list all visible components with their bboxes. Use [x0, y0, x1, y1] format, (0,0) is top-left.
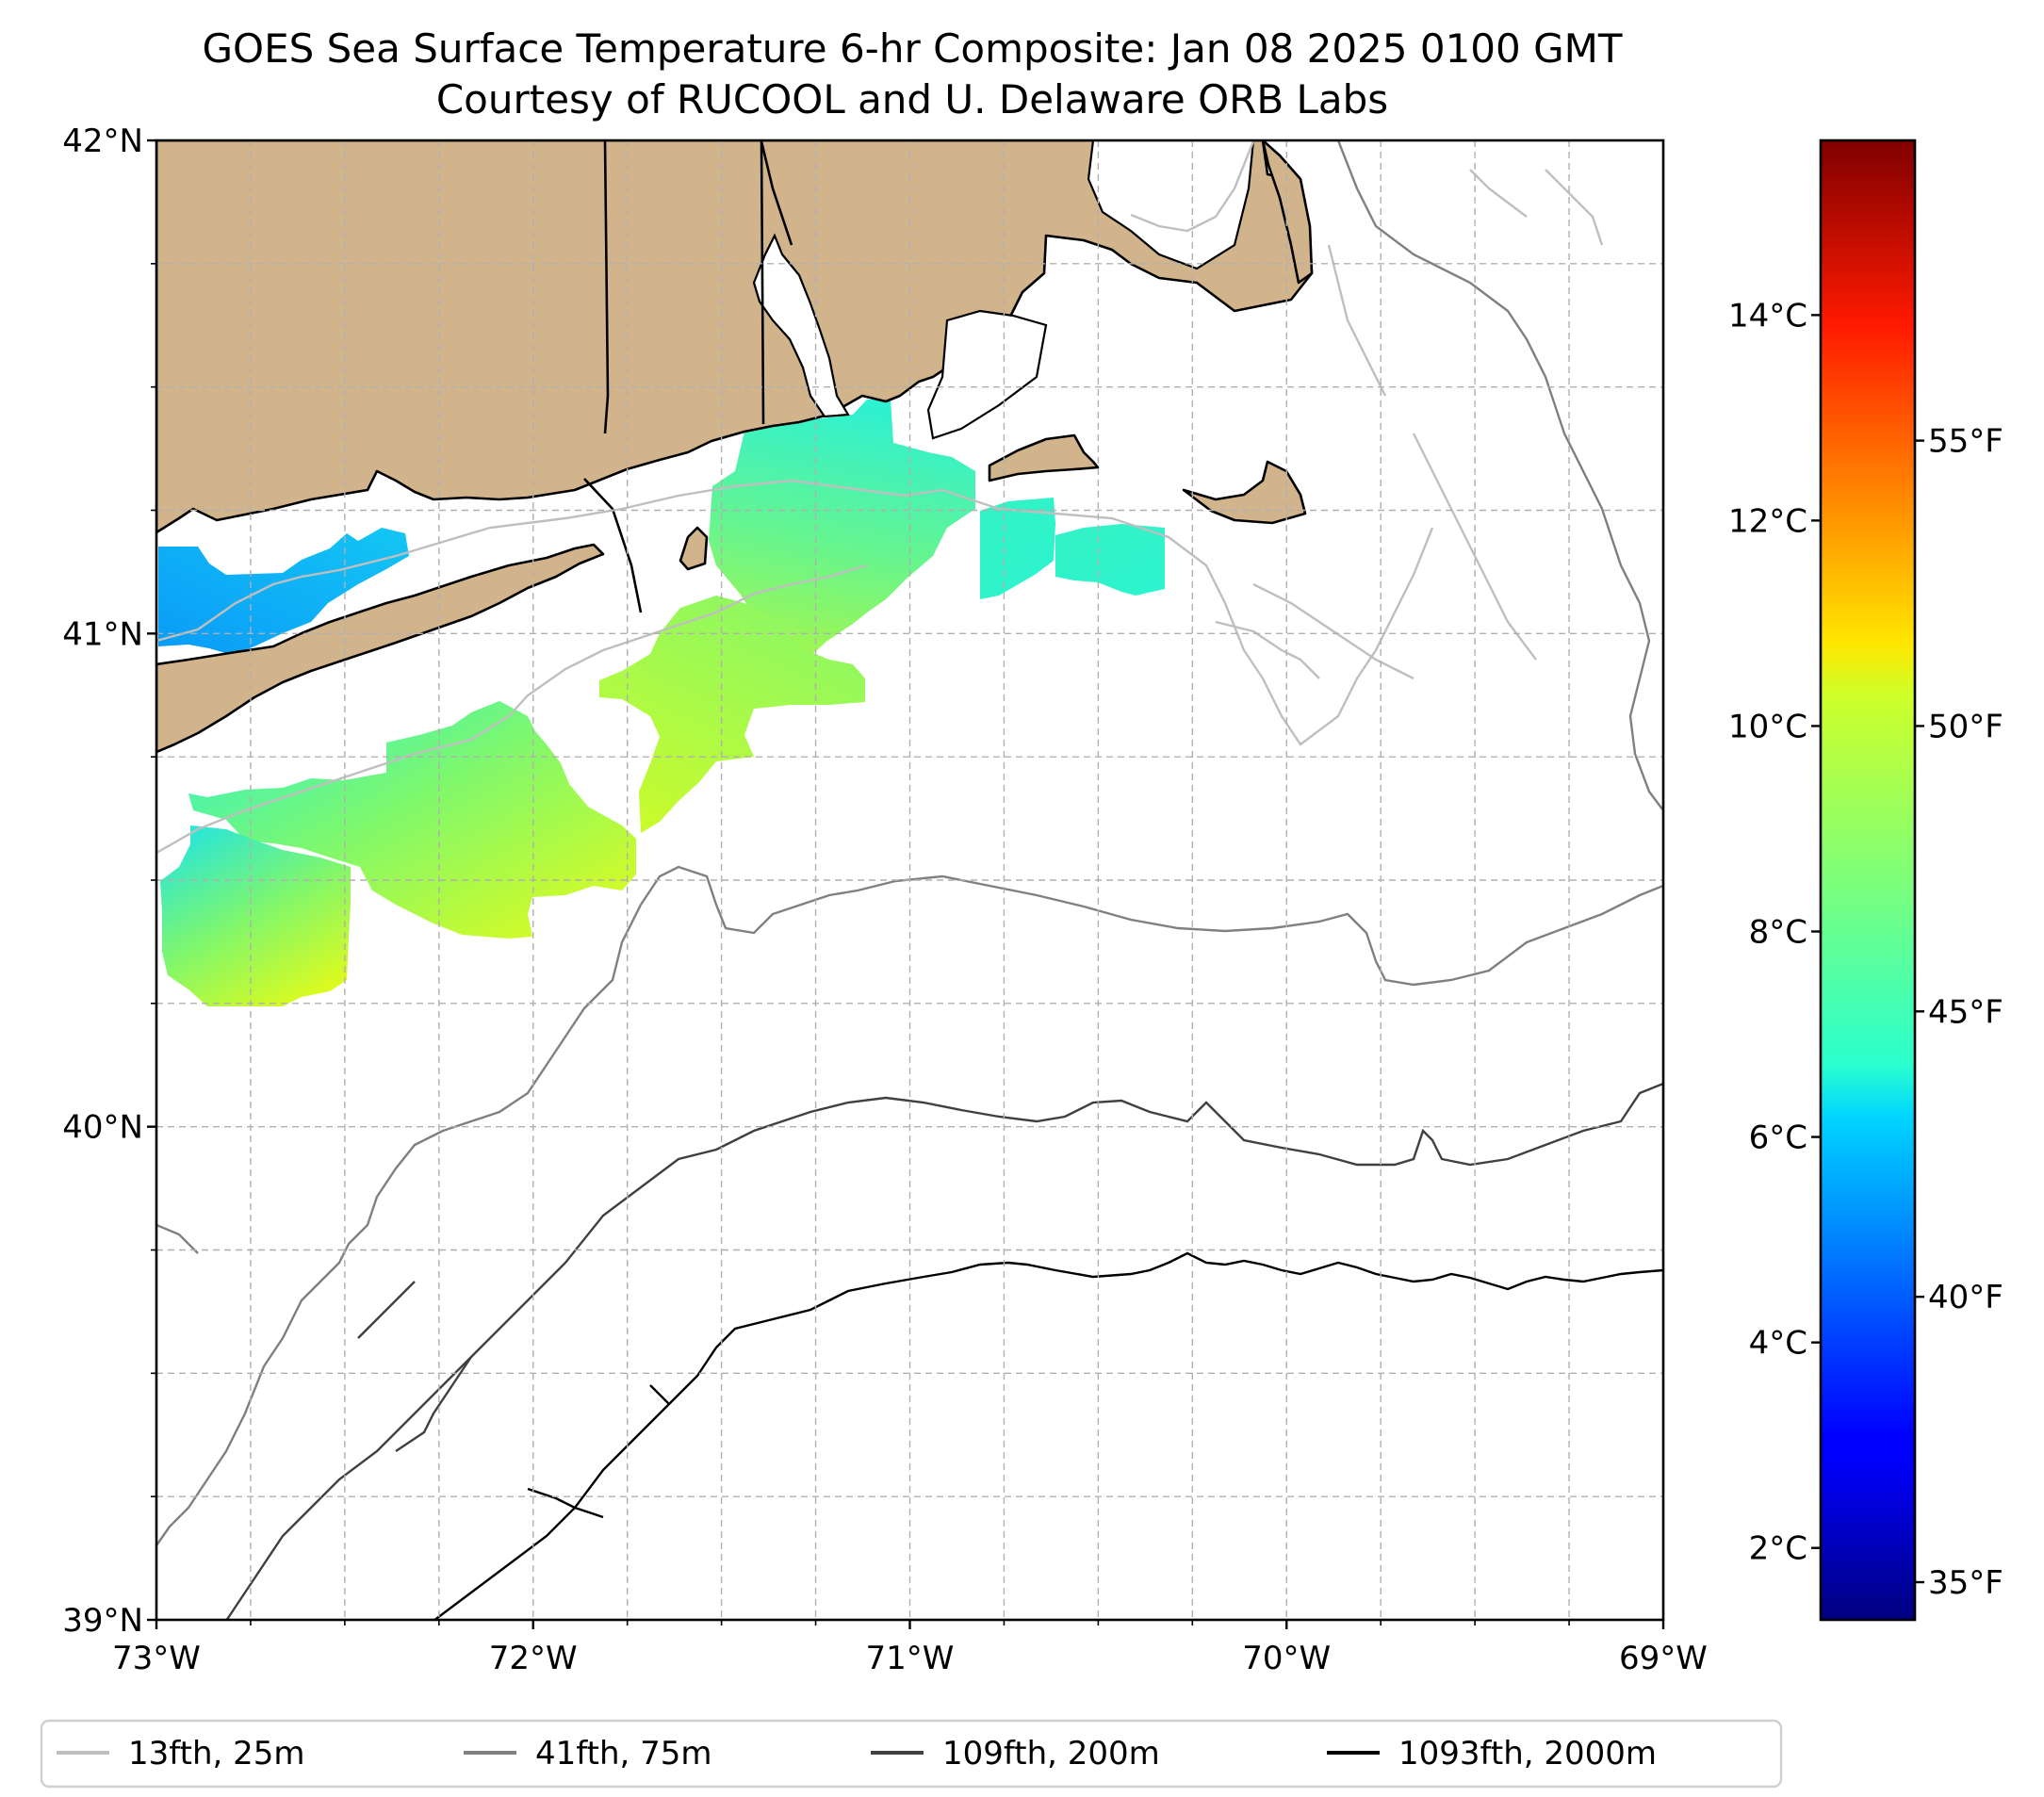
bathymetry-200m — [225, 1082, 1663, 1620]
ri-offshore-line — [583, 478, 643, 613]
sst-patch-long-island-sound — [158, 528, 409, 655]
fahrenheit-tick-label: 40°F — [1928, 1279, 2003, 1316]
land-long-island — [156, 543, 605, 754]
border-ma-ri — [760, 140, 793, 246]
border-ct-ri — [760, 140, 765, 425]
map-title: GOES Sea Surface Temperature 6-hr Compos… — [202, 25, 1622, 72]
bathymetry-2000m — [433, 1251, 1663, 1620]
fahrenheit-tick-label: 45°F — [1928, 993, 2003, 1031]
y-tick-label: 41°N — [62, 615, 143, 653]
colorbar — [1819, 139, 1917, 1622]
map-subtitle: Courtesy of RUCOOL and U. Delaware ORB L… — [436, 76, 1388, 123]
sst-layer — [158, 400, 1165, 1006]
sst-patch-marthas-vineyard — [980, 498, 1055, 599]
land-nantucket — [1182, 460, 1307, 525]
celsius-tick-label: 6°C — [1749, 1119, 1807, 1157]
bathymetry-75m — [156, 140, 1663, 1546]
celsius-tick-label: 12°C — [1728, 502, 1807, 540]
x-tick-label: 71°W — [866, 1640, 955, 1677]
sst-patch-shelf-ri — [599, 596, 865, 833]
x-tick-label: 70°W — [1242, 1640, 1331, 1677]
land-block-island — [679, 526, 709, 571]
cape-cod-bay — [1087, 140, 1255, 270]
celsius-tick-label: 14°C — [1728, 297, 1807, 335]
colorbar-ticks: 2°C 4°C 6°C 8°C 10°C 12°C 14°C 35°F 40°F 45°F 50°F… — [1728, 297, 2003, 1602]
land-cape-cod-tip — [1261, 140, 1314, 285]
sst-patch-shelf-li — [188, 701, 636, 939]
celsius-tick-label: 4°C — [1749, 1325, 1807, 1363]
narragansett-bay — [752, 233, 850, 418]
bathymetry-25m — [156, 140, 1604, 855]
sst-patch-block-island — [709, 400, 975, 656]
land-layer — [156, 140, 1314, 754]
land-marthas-vineyard — [988, 433, 1100, 482]
buzzards-bay — [926, 309, 1048, 440]
legend: 13fth, 25m 41fth, 75m 109fth, 200m 1093fth,… — [40, 1719, 1783, 1789]
map-content — [156, 140, 1663, 1620]
celsius-tick-label: 10°C — [1728, 708, 1807, 745]
legend-label: 1093fth, 2000m — [1398, 1735, 1657, 1772]
axis-ticks: 73°W 72°W 71°W 70°W 69°W 42°N 41°N 40°N 39°N — [62, 123, 1708, 1677]
legend-label: 41fth, 75m — [535, 1735, 712, 1772]
sst-patch-ny-bight — [160, 825, 351, 1006]
fahrenheit-tick-label: 35°F — [1928, 1564, 2003, 1602]
x-tick-label: 69°W — [1619, 1640, 1708, 1677]
x-tick-label: 72°W — [489, 1640, 578, 1677]
fahrenheit-tick-label: 55°F — [1928, 423, 2003, 461]
y-tick-label: 42°N — [62, 123, 143, 160]
inland-waters — [752, 140, 1255, 440]
legend-label: 13fth, 25m — [128, 1735, 305, 1772]
celsius-tick-label: 2°C — [1749, 1530, 1807, 1568]
legend-label: 109fth, 200m — [942, 1735, 1160, 1772]
gridlines — [156, 140, 1663, 1620]
y-tick-label: 39°N — [62, 1602, 143, 1640]
celsius-tick-label: 8°C — [1749, 914, 1807, 952]
x-tick-label: 73°W — [112, 1640, 201, 1677]
sst-patch-south-of-nantucket — [1055, 524, 1165, 596]
border-ny-ct — [603, 140, 610, 434]
fahrenheit-tick-label: 50°F — [1928, 708, 2003, 745]
state-borders — [583, 140, 793, 613]
y-tick-label: 40°N — [62, 1109, 143, 1147]
